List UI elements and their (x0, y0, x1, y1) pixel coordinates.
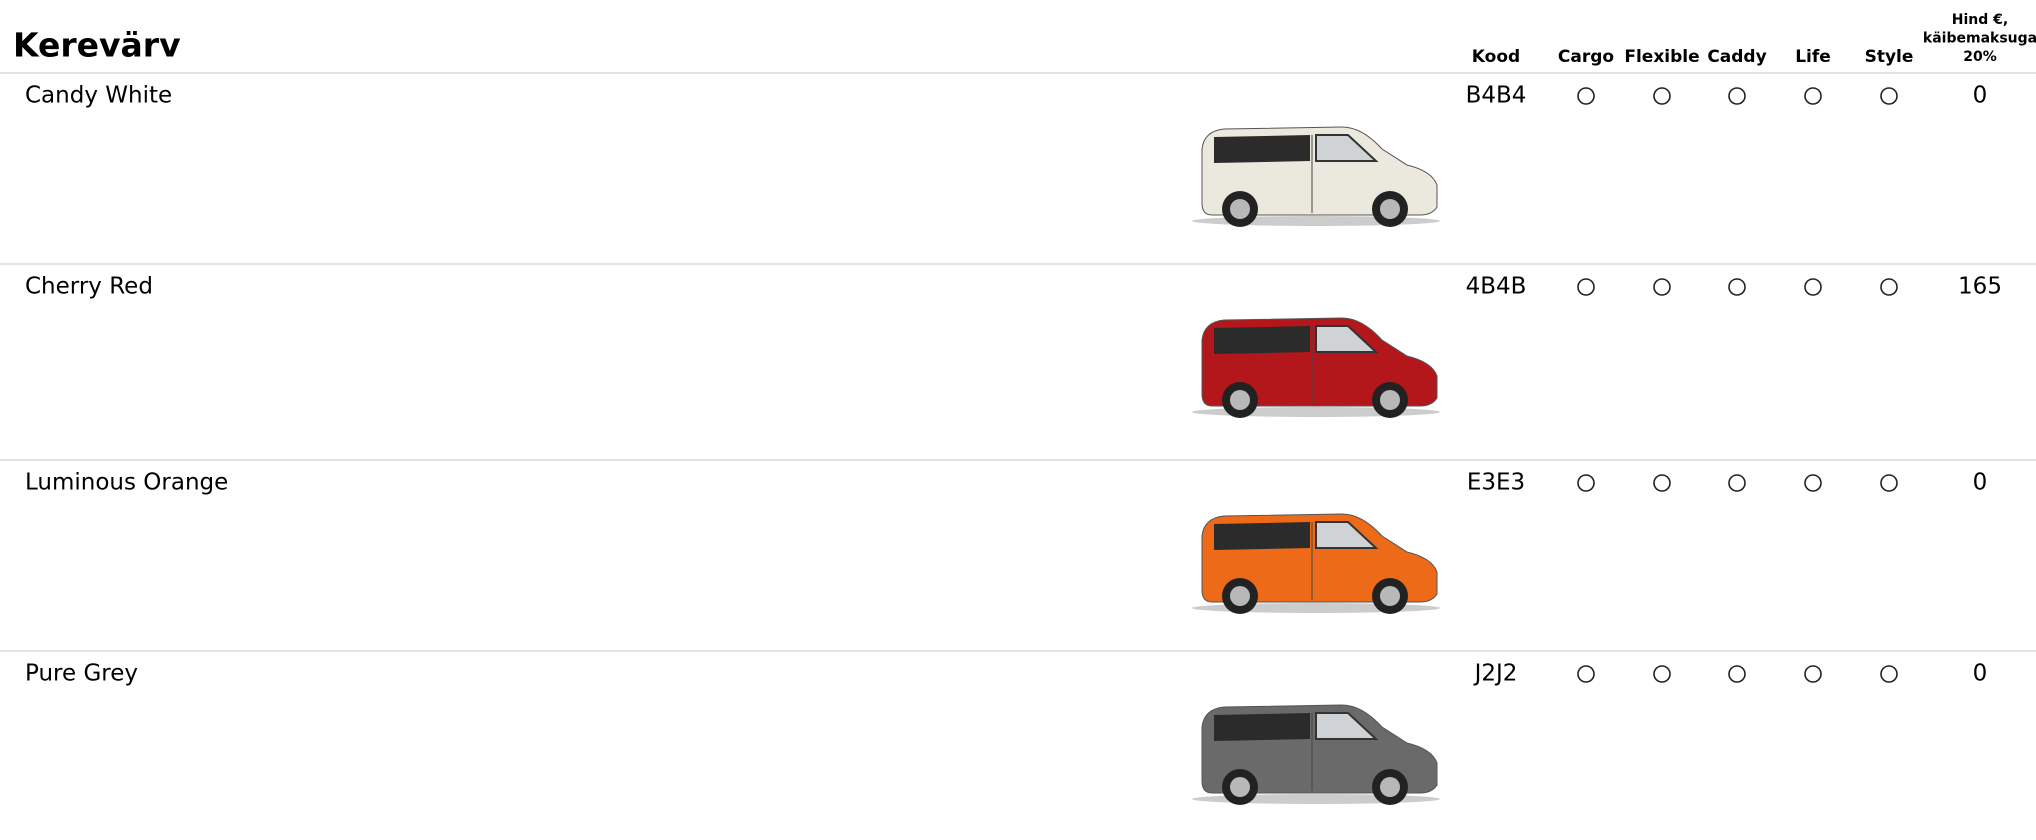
page: Kerevärv Kood Cargo Flexible Caddy Life Style… (0, 0, 2036, 836)
availability-circle (1805, 279, 1821, 295)
availability-circle (1729, 666, 1745, 682)
availability-circle (1654, 88, 1670, 104)
car-rim (1380, 390, 1400, 410)
car-window (1214, 522, 1310, 550)
car-image (1192, 705, 1440, 805)
car-rim (1380, 586, 1400, 606)
color-code: 4B4B (1466, 274, 1527, 300)
availability-circle (1654, 666, 1670, 682)
car-rim (1380, 199, 1400, 219)
color-code: E3E3 (1467, 470, 1525, 496)
price: 0 (1973, 470, 1988, 496)
availability-circle (1881, 475, 1897, 491)
car-rim (1230, 390, 1250, 410)
color-table: Kerevärv Kood Cargo Flexible Caddy Life Style… (0, 0, 2036, 836)
column-header: Cargo (1558, 47, 1614, 67)
availability-circle (1881, 88, 1897, 104)
car-image (1192, 318, 1440, 418)
availability-circle (1654, 475, 1670, 491)
car-rim (1380, 777, 1400, 797)
availability-circle (1805, 666, 1821, 682)
color-name: Pure Grey (25, 661, 138, 687)
availability-circle (1654, 279, 1670, 295)
car-window (1214, 326, 1310, 354)
price: 0 (1973, 661, 1988, 687)
car-image (1192, 514, 1440, 614)
car-image (1192, 127, 1440, 227)
price: 165 (1958, 274, 2002, 300)
availability-circle (1578, 666, 1594, 682)
column-header: Flexible (1624, 47, 1699, 67)
availability-circle (1578, 88, 1594, 104)
availability-circle (1805, 88, 1821, 104)
car-rim (1230, 199, 1250, 219)
column-header: Caddy (1707, 47, 1766, 67)
color-name: Candy White (25, 83, 172, 109)
availability-circle (1805, 475, 1821, 491)
color-name: Luminous Orange (25, 470, 228, 496)
column-header: Kood (1472, 47, 1520, 67)
availability-circle (1729, 475, 1745, 491)
column-header: Life (1795, 47, 1831, 67)
availability-circle (1578, 475, 1594, 491)
car-rim (1230, 777, 1250, 797)
availability-circle (1881, 666, 1897, 682)
car-rim (1230, 586, 1250, 606)
color-name: Cherry Red (25, 274, 153, 300)
car-window (1214, 135, 1310, 163)
column-header: Style (1865, 47, 1914, 67)
color-code: B4B4 (1466, 83, 1527, 109)
availability-circle (1729, 279, 1745, 295)
availability-circle (1578, 279, 1594, 295)
availability-circle (1881, 279, 1897, 295)
car-window (1214, 713, 1310, 741)
table-title: Kerevärv (13, 26, 181, 65)
availability-circle (1729, 88, 1745, 104)
price: 0 (1973, 83, 1988, 109)
color-code: J2J2 (1473, 661, 1518, 687)
